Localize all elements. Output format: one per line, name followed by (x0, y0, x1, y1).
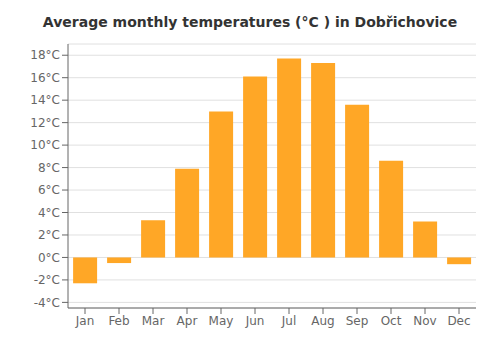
svg-text:Apr: Apr (177, 314, 198, 328)
svg-text:Aug: Aug (311, 314, 334, 328)
svg-text:14°C: 14°C (30, 93, 60, 107)
svg-text:16°C: 16°C (30, 71, 60, 85)
svg-text:12°C: 12°C (30, 116, 60, 130)
svg-text:4°C: 4°C (38, 206, 60, 220)
svg-text:Feb: Feb (108, 314, 129, 328)
svg-text:Jan: Jan (75, 314, 95, 328)
svg-text:0°C: 0°C (38, 251, 60, 265)
svg-text:Mar: Mar (142, 314, 165, 328)
svg-text:2°C: 2°C (38, 228, 60, 242)
svg-text:Nov: Nov (413, 314, 436, 328)
svg-text:Jul: Jul (281, 314, 296, 328)
svg-text:Oct: Oct (381, 314, 402, 328)
svg-text:Jun: Jun (245, 314, 265, 328)
svg-text:6°C: 6°C (38, 183, 60, 197)
html-text:Average monthly temperatures (: Average monthly temperatures (°C ) in Do… (42, 14, 458, 30)
svg-text:-4°C: -4°C (34, 296, 60, 310)
svg-text:8°C: 8°C (38, 161, 60, 175)
svg-text:May: May (209, 314, 234, 328)
svg-text:-2°C: -2°C (34, 273, 60, 287)
svg-text:10°C: 10°C (30, 138, 60, 152)
svg-text:Sep: Sep (346, 314, 369, 328)
svg-text:Dec: Dec (447, 314, 470, 328)
svg-text:18°C: 18°C (30, 48, 60, 62)
